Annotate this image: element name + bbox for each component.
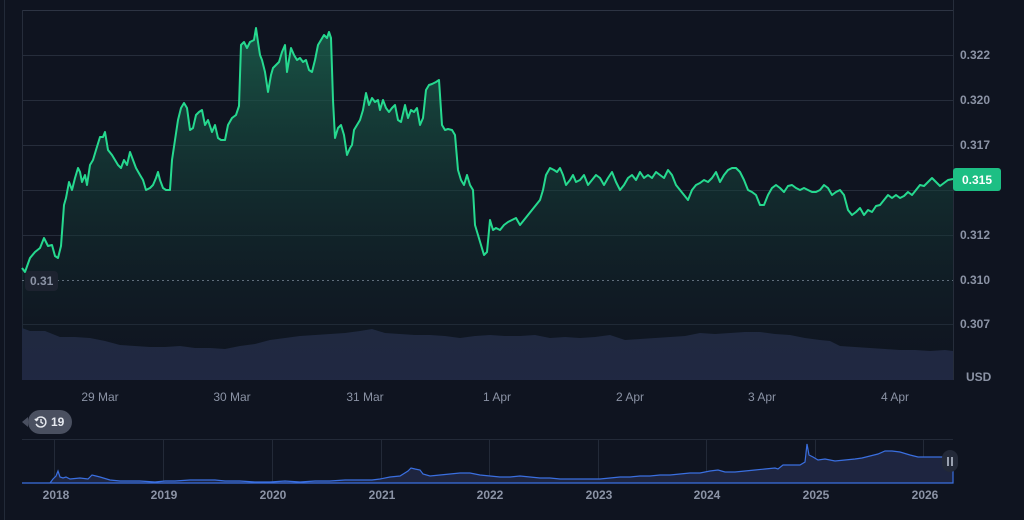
x-tick-label: 2 Apr	[615, 390, 645, 404]
year-tick-label: 2026	[911, 488, 939, 502]
year-tick-label: 2018	[42, 488, 70, 502]
navigator-range-handle[interactable]	[942, 450, 958, 472]
price-area-fill	[22, 28, 953, 380]
price-line	[21, 27, 954, 273]
history-badge[interactable]: 19	[21, 410, 73, 434]
y-tick-label: 0.320	[960, 93, 991, 107]
year-tick-label: 2020	[259, 488, 287, 502]
navigator-grid	[22, 439, 953, 483]
year-tick-label: 2022	[476, 488, 504, 502]
y-tick-label: 0.317	[960, 138, 991, 152]
y-tick-label: 0.312	[960, 228, 991, 242]
x-tick-label: 1 Apr	[482, 390, 512, 404]
year-tick-label: 2019	[150, 488, 178, 502]
x-tick-label: 30 Mar	[213, 390, 251, 404]
year-tick-label: 2023	[585, 488, 613, 502]
baseline-price-tag: 0.31	[25, 271, 59, 291]
year-tick-label: 2025	[802, 488, 830, 502]
y-tick-label: 0.322	[960, 48, 991, 62]
navigator-area[interactable]	[22, 443, 954, 484]
x-tick-label: 4 Apr	[880, 390, 910, 404]
currency-label: USD	[966, 370, 992, 384]
x-tick-label: 31 Mar	[346, 390, 384, 404]
history-count: 19	[51, 415, 65, 429]
left-border	[4, 0, 5, 520]
year-tick-label: 2024	[693, 488, 721, 502]
y-tick-label: 0.307	[960, 317, 991, 331]
history-clock-icon	[34, 416, 47, 428]
y-tick-label: 0.310	[960, 273, 991, 287]
year-tick-label: 2021	[368, 488, 396, 502]
handle-grip-icon	[947, 456, 949, 466]
x-tick-label: 29 Mar	[81, 390, 119, 404]
current-price-tag: 0.315	[953, 168, 1001, 191]
x-tick-label: 3 Apr	[747, 390, 777, 404]
handle-grip-icon	[951, 456, 953, 466]
